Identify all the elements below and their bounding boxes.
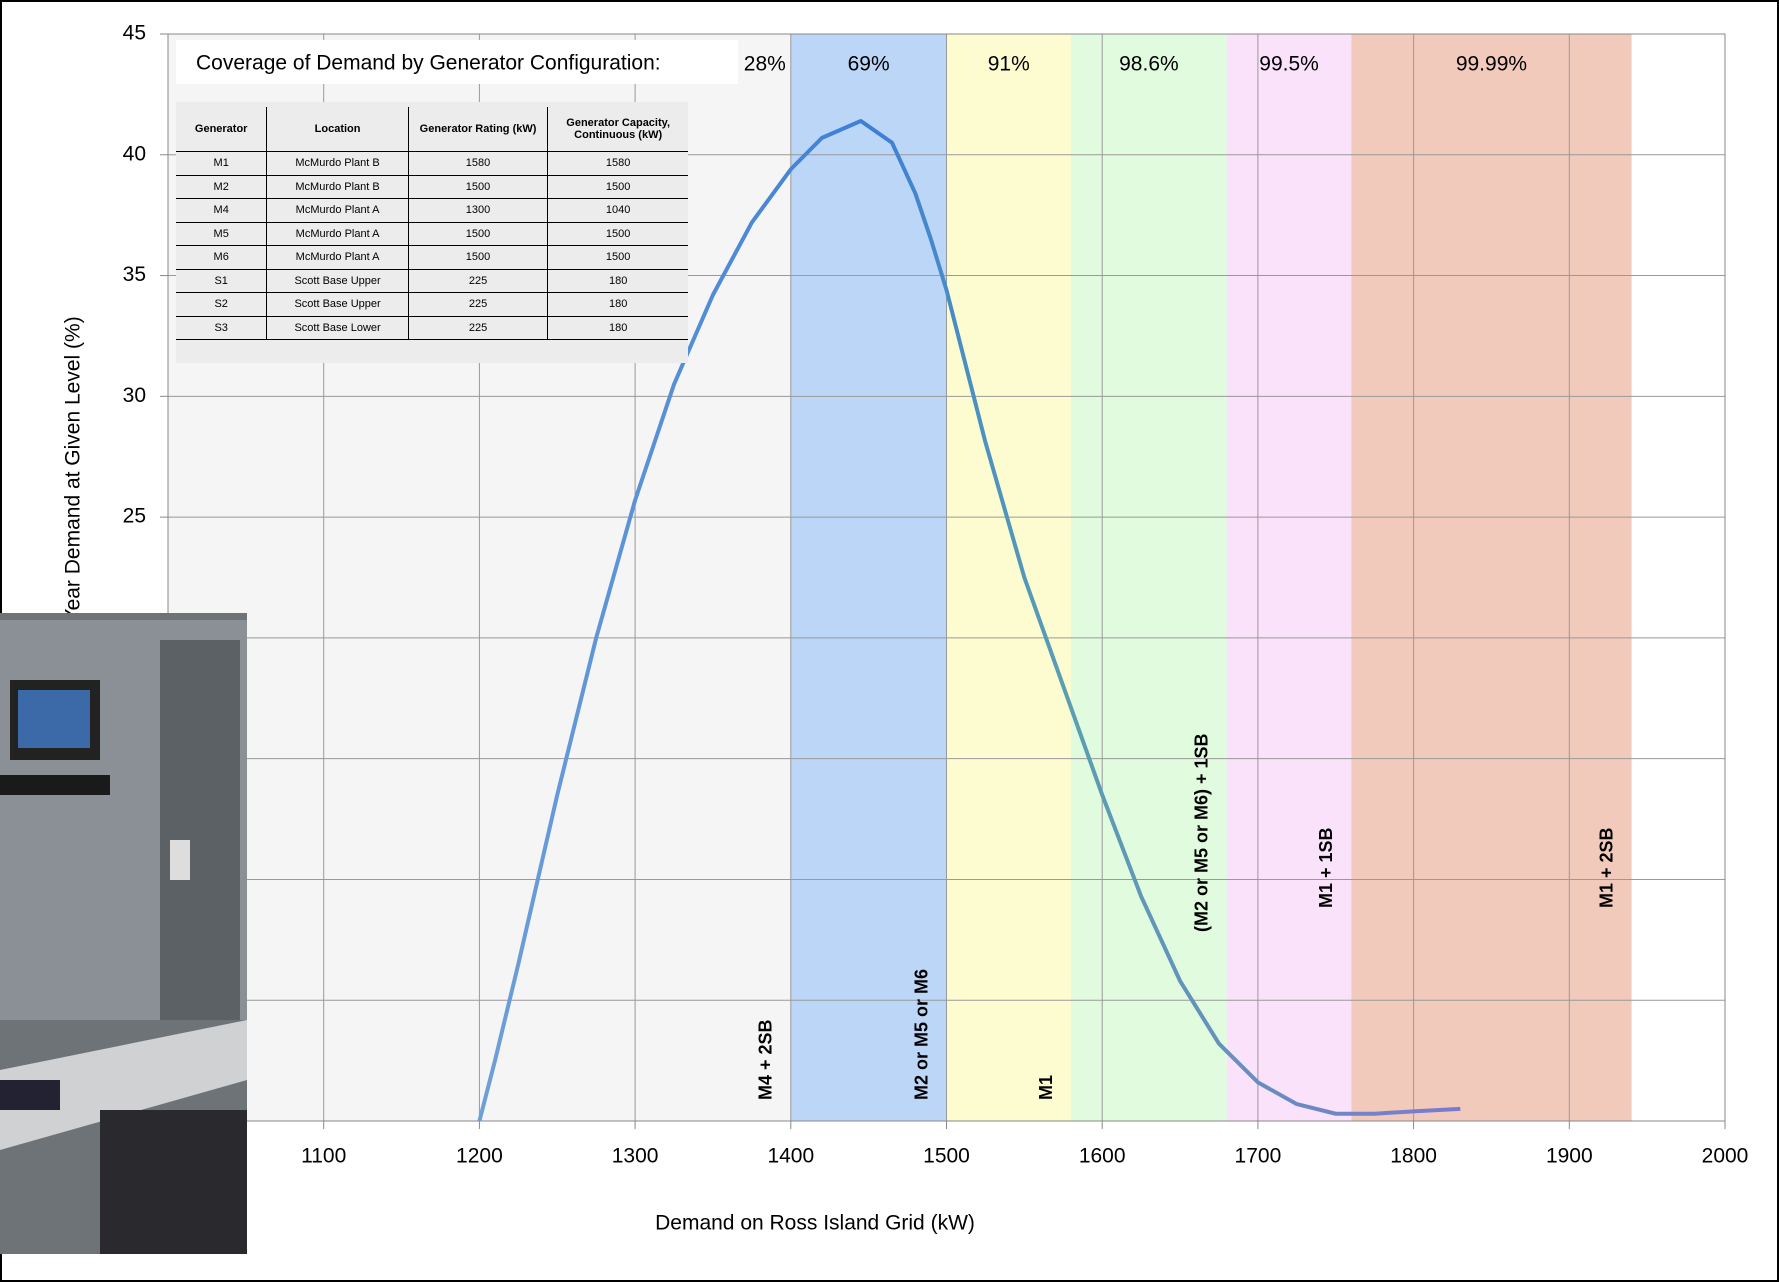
table-row: M1 McMurdo Plant B 1580 1580 <box>176 151 688 176</box>
band <box>1071 34 1227 1121</box>
table: Generator Location Generator Rating (kW) Ge… <box>176 107 688 340</box>
y-tick-label: 35 <box>123 263 146 286</box>
config-label: M1 + 2SB <box>1596 827 1616 908</box>
coverage-label: 99.5% <box>1259 53 1319 76</box>
cell: 180 <box>547 316 688 340</box>
config-label: M1 + 1SB <box>1316 827 1336 908</box>
cell: 1500 <box>547 245 688 270</box>
cell: McMurdo Plant B <box>266 175 409 199</box>
cell: 225 <box>407 269 548 293</box>
generator-table: Generator Location Generator Rating (kW) Ge… <box>176 102 688 363</box>
y-tick-label: 30 <box>123 384 146 407</box>
cell: Scott Base Lower <box>266 316 409 340</box>
title-box <box>176 40 738 84</box>
table-row: S1 Scott Base Upper 225 180 <box>176 269 688 293</box>
table-row: S2 Scott Base Upper 225 180 <box>176 292 688 317</box>
band <box>1351 34 1632 1121</box>
cell: S3 <box>176 316 267 340</box>
coverage-label: 91% <box>988 53 1030 76</box>
cell: McMurdo Plant A <box>266 198 409 223</box>
cell: M6 <box>176 245 267 270</box>
coverage-label: 69% <box>848 53 890 76</box>
coverage-label: 98.6% <box>1119 53 1179 76</box>
table-row: S3 Scott Base Lower 225 180 <box>176 316 688 340</box>
cell: S1 <box>176 269 267 293</box>
coverage-label: 99.99% <box>1456 53 1527 76</box>
cell: 1580 <box>407 151 548 176</box>
table-row: Generator Location Generator Rating (kW) Ge… <box>176 107 688 152</box>
photo <box>0 613 247 1254</box>
cell: 1500 <box>407 245 548 270</box>
x-axis-title: Demand on Ross Island Grid (kW) <box>655 1212 975 1235</box>
header-cell: Location <box>266 107 409 152</box>
table-row: M5 McMurdo Plant A 1500 1500 <box>176 222 688 246</box>
x-tick-label: 1800 <box>1390 1145 1437 1168</box>
y-tick-label: 25 <box>123 505 146 528</box>
x-tick-label: 1100 <box>301 1145 346 1168</box>
config-label: (M2 or M5 or M6) + 1SB <box>1192 733 1212 932</box>
cell: 1580 <box>547 151 688 176</box>
cell: 1300 <box>407 198 548 223</box>
config-label: M4 + 2SB <box>756 1019 776 1100</box>
cell: 1040 <box>547 198 688 223</box>
cell: M4 <box>176 198 267 223</box>
x-tick-label: 1700 <box>1235 1145 1282 1168</box>
cell: 180 <box>547 269 688 293</box>
cell: 225 <box>407 292 548 317</box>
table-row: M2 McMurdo Plant B 1500 1500 <box>176 175 688 199</box>
cell: M2 <box>176 175 267 199</box>
cell: 1500 <box>407 222 548 246</box>
demand-curve <box>477 118 1461 1122</box>
cell: M1 <box>176 151 267 176</box>
x-tick-label: 1200 <box>456 1145 503 1168</box>
y-tick-label: 45 <box>123 22 146 45</box>
table-row: M6 McMurdo Plant A 1500 1500 <box>176 245 688 270</box>
y-tick-label: 40 <box>123 142 146 165</box>
config-label: M2 or M5 or M6 <box>911 969 931 1100</box>
header-cell: Generator Rating (kW) <box>407 107 548 152</box>
cell: 1500 <box>547 175 688 199</box>
plot-border <box>167 33 1726 1122</box>
band <box>1226 34 1352 1121</box>
config-label: M1 <box>1036 1075 1056 1100</box>
x-tick-label: 1300 <box>612 1145 659 1168</box>
cell: 1500 <box>547 222 688 246</box>
table-row: M4 McMurdo Plant A 1300 1040 <box>176 198 688 223</box>
cell: McMurdo Plant B <box>266 151 409 176</box>
header-cell: Generator <box>176 107 267 152</box>
coverage-label: 28% <box>744 53 786 76</box>
cell: M5 <box>176 222 267 246</box>
cell: 180 <box>547 292 688 317</box>
x-tick-label: 1500 <box>923 1145 970 1168</box>
cell: McMurdo Plant A <box>266 222 409 246</box>
x-tick-label: 1600 <box>1079 1145 1126 1168</box>
header-cell: Generator Capacity, Continuous (kW) <box>547 107 688 152</box>
band <box>946 34 1072 1121</box>
cell: McMurdo Plant A <box>266 245 409 270</box>
cell: 1500 <box>407 175 548 199</box>
cell: Scott Base Upper <box>266 269 409 293</box>
x-tick-label: 2000 <box>1702 1145 1749 1168</box>
x-tick-label: 1900 <box>1546 1145 1593 1168</box>
cell: Scott Base Upper <box>266 292 409 317</box>
chart-title: Coverage of Demand by Generator Configur… <box>196 52 661 75</box>
cell: 225 <box>407 316 548 340</box>
band <box>790 34 947 1121</box>
x-tick-label: 1400 <box>767 1145 814 1168</box>
cell: S2 <box>176 292 267 317</box>
